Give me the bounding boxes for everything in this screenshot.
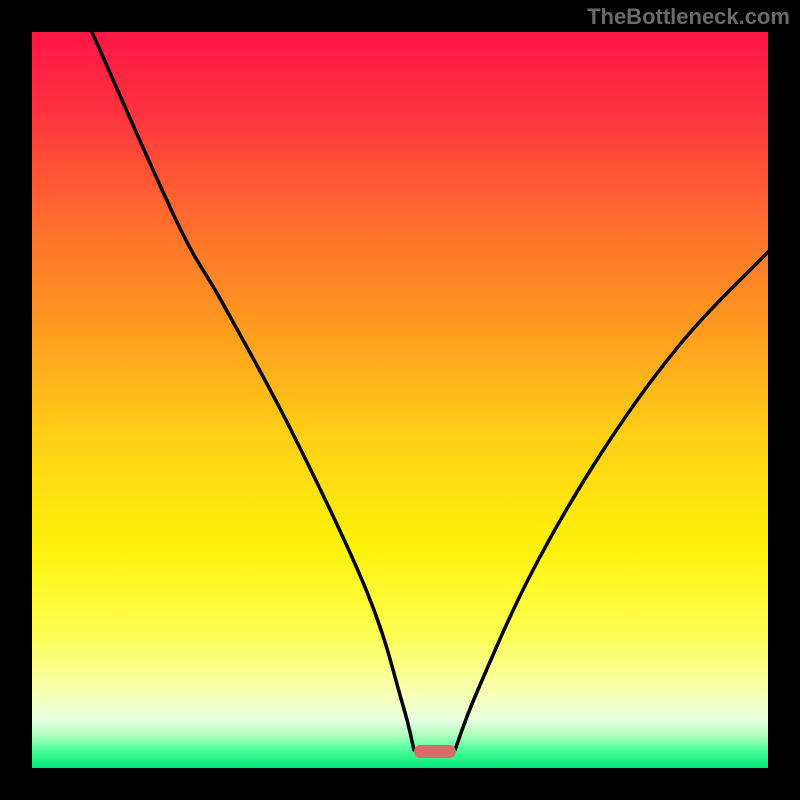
plot-area	[32, 32, 768, 768]
bottleneck-curve	[32, 32, 768, 768]
curve-path	[92, 32, 768, 750]
optimum-marker	[414, 745, 456, 758]
watermark-text: TheBottleneck.com	[587, 4, 790, 30]
